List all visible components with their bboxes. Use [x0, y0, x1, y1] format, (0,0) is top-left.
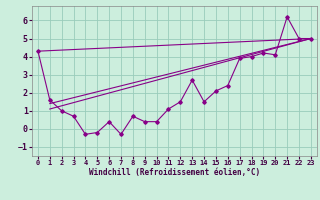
X-axis label: Windchill (Refroidissement éolien,°C): Windchill (Refroidissement éolien,°C)	[89, 168, 260, 177]
